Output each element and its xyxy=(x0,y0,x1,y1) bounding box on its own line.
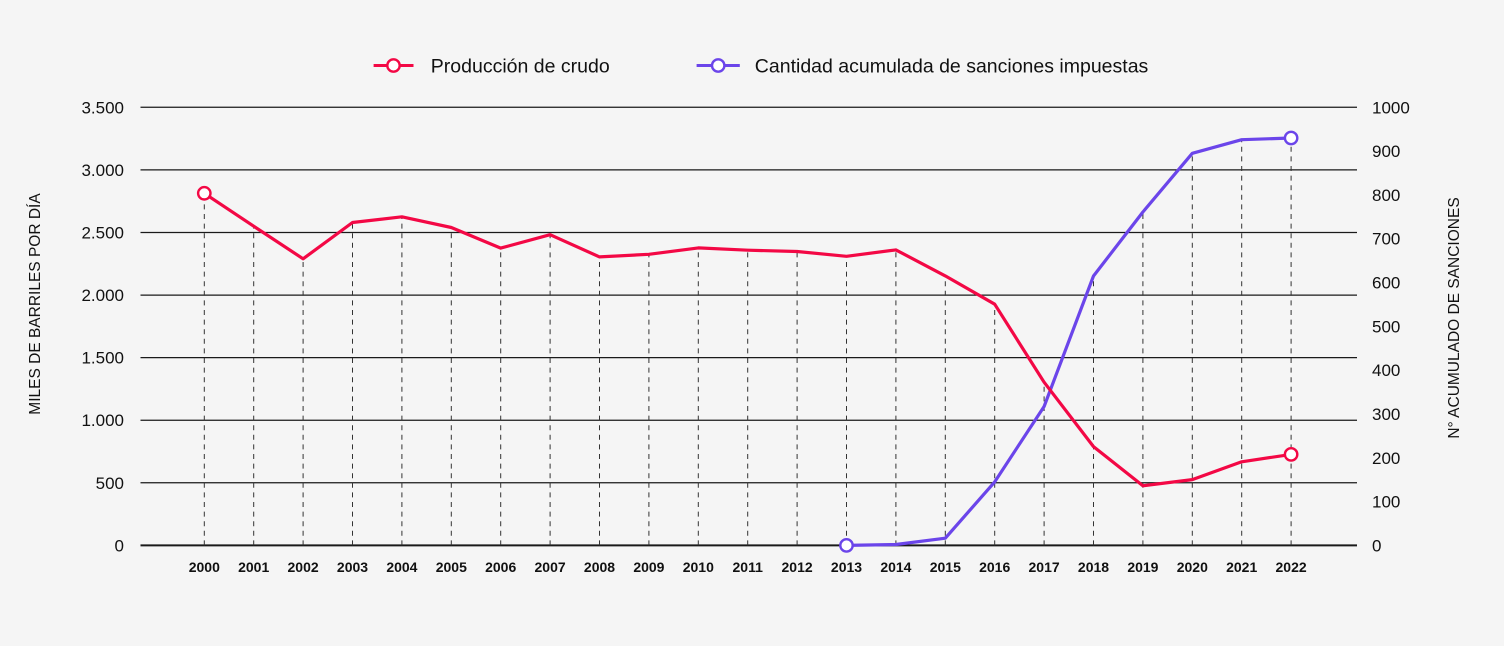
svg-text:3.500: 3.500 xyxy=(81,98,124,117)
svg-text:2000: 2000 xyxy=(189,559,220,575)
svg-text:2019: 2019 xyxy=(1127,559,1158,575)
svg-text:500: 500 xyxy=(96,474,124,493)
svg-text:1000: 1000 xyxy=(1372,98,1410,117)
svg-text:900: 900 xyxy=(1372,142,1400,161)
svg-text:1.000: 1.000 xyxy=(81,411,124,430)
svg-text:200: 200 xyxy=(1372,449,1400,468)
svg-text:2003: 2003 xyxy=(337,559,368,575)
svg-text:2.500: 2.500 xyxy=(81,224,124,243)
svg-text:2009: 2009 xyxy=(633,559,664,575)
svg-text:2002: 2002 xyxy=(288,559,319,575)
svg-text:0: 0 xyxy=(115,536,124,555)
svg-text:2006: 2006 xyxy=(485,559,516,575)
svg-text:2001: 2001 xyxy=(238,559,269,575)
svg-text:N° ACUMULADO DE SANCIONES: N° ACUMULADO DE SANCIONES xyxy=(1446,197,1463,438)
svg-text:2015: 2015 xyxy=(930,559,961,575)
svg-text:2018: 2018 xyxy=(1078,559,1109,575)
svg-text:MILES DE BARRILES POR DÍA: MILES DE BARRILES POR DÍA xyxy=(27,193,44,415)
svg-text:2011: 2011 xyxy=(733,559,764,575)
svg-text:2016: 2016 xyxy=(979,559,1010,575)
svg-text:2012: 2012 xyxy=(782,559,813,575)
svg-text:700: 700 xyxy=(1372,230,1400,249)
svg-text:2020: 2020 xyxy=(1177,559,1208,575)
svg-text:2008: 2008 xyxy=(584,559,615,575)
svg-text:300: 300 xyxy=(1372,405,1400,424)
svg-text:2004: 2004 xyxy=(386,559,417,575)
svg-text:2.000: 2.000 xyxy=(81,286,124,305)
svg-text:3.000: 3.000 xyxy=(81,161,124,180)
svg-text:2014: 2014 xyxy=(880,559,911,575)
svg-text:2010: 2010 xyxy=(683,559,714,575)
svg-text:Producción de crudo: Producción de crudo xyxy=(431,56,610,78)
svg-text:400: 400 xyxy=(1372,361,1400,380)
svg-text:2021: 2021 xyxy=(1226,559,1257,575)
svg-text:2005: 2005 xyxy=(436,559,467,575)
svg-text:600: 600 xyxy=(1372,274,1400,293)
svg-text:0: 0 xyxy=(1372,536,1381,555)
svg-text:Cantidad acumulada de sancione: Cantidad acumulada de sanciones impuesta… xyxy=(755,56,1149,78)
svg-text:2007: 2007 xyxy=(535,559,566,575)
svg-text:1.500: 1.500 xyxy=(81,349,124,368)
svg-text:800: 800 xyxy=(1372,186,1400,205)
svg-text:2013: 2013 xyxy=(831,559,862,575)
svg-text:2017: 2017 xyxy=(1029,559,1060,575)
svg-text:2022: 2022 xyxy=(1276,559,1307,575)
svg-text:500: 500 xyxy=(1372,317,1400,336)
svg-text:100: 100 xyxy=(1372,493,1400,512)
